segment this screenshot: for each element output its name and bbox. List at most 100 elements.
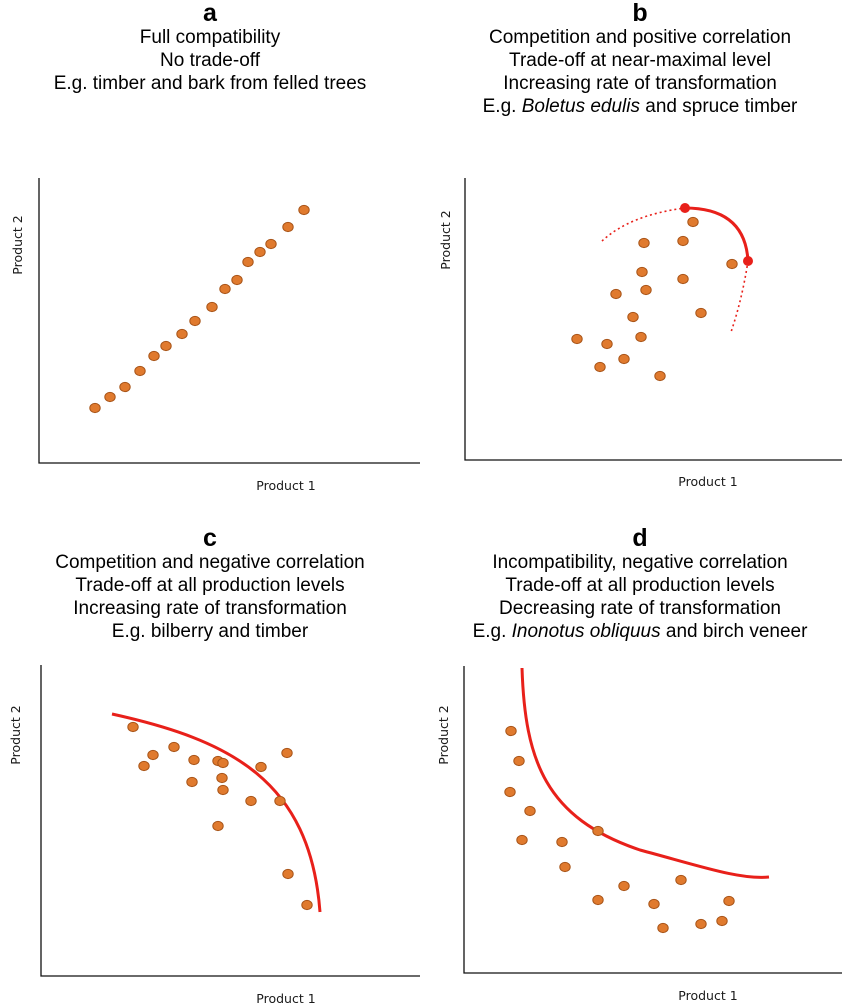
panel-a-plot: Product 2 Product 1 xyxy=(10,178,420,493)
panel-c-data-point xyxy=(127,721,139,733)
panel-d-data-point xyxy=(648,898,660,910)
panel-b-xlabel: Product 1 xyxy=(678,474,737,489)
panel-d-heading: d Incompatibility, negative correlation … xyxy=(440,525,840,643)
panel-d-data-point xyxy=(559,861,571,873)
example-prefix: E.g. xyxy=(482,96,522,117)
panel-caption-line: E.g. timber and bark from felled trees xyxy=(53,73,367,94)
panel-c-data-point xyxy=(168,741,180,753)
panel-a-data-point xyxy=(231,274,243,286)
panel-b-data-point xyxy=(677,235,689,247)
panel-d-axes xyxy=(463,666,842,974)
panel-b-data-point xyxy=(640,284,652,296)
panel-b-data-point xyxy=(571,333,583,345)
panel-b-data-point xyxy=(654,370,666,382)
panel-caption-example: E.g. Inonotus obliquus and birch veneer xyxy=(440,620,840,643)
panel-a-xlabel: Product 1 xyxy=(256,478,315,493)
panel-caption-line: Trade-off at all production levels xyxy=(75,575,345,596)
example-suffix: and spruce timber xyxy=(640,96,798,117)
panel-d-data-point xyxy=(592,825,604,837)
panel-caption-line: Increasing rate of transformation xyxy=(503,73,777,94)
panel-caption-line: E.g. bilberry and timber xyxy=(111,621,309,642)
panel-a-data-point xyxy=(282,221,294,233)
panel-c-data-point xyxy=(274,795,286,807)
panel-caption-line: Increasing rate of transformation xyxy=(73,598,347,619)
panel-d-plot: Product 2 Product 1 xyxy=(436,666,842,1003)
panel-caption-line: Trade-off at near-maximal level xyxy=(509,50,771,71)
panel-letter: d xyxy=(632,524,648,552)
panel-c-frontier-curve xyxy=(111,712,322,913)
panel-c-data-point xyxy=(217,784,229,796)
example-species: Inonotus obliquus xyxy=(511,621,661,642)
panel-caption-line: Full compatibility xyxy=(139,27,281,48)
panel-a-data-point xyxy=(148,350,160,362)
panel-c-heading: c Competition and negative correlation T… xyxy=(10,525,410,643)
panel-b-data-point xyxy=(618,353,630,365)
panel-b-data-point xyxy=(601,338,613,350)
panel-d-data-point xyxy=(513,755,525,767)
panel-b-data-point xyxy=(687,216,699,228)
example-prefix: E.g. xyxy=(472,621,512,642)
panel-d-data-point xyxy=(505,725,517,737)
panel-c-plot: Product 2 Product 1 xyxy=(8,665,420,1006)
panel-b-data-point xyxy=(635,331,647,343)
panel-b-data-point xyxy=(677,273,689,285)
panel-a-data-point xyxy=(265,238,277,250)
panel-c-data-point xyxy=(147,749,159,761)
panel-c-data-point xyxy=(216,772,228,784)
panel-a-axes xyxy=(38,178,420,464)
panel-b-data-point xyxy=(627,311,639,323)
panel-a-data-point xyxy=(104,391,116,403)
panel-d-data-point xyxy=(675,874,687,886)
panel-a-data-point xyxy=(189,315,201,327)
panel-c-data-point xyxy=(255,761,267,773)
panel-c-axes xyxy=(40,665,420,977)
panel-a-data-point xyxy=(89,402,101,414)
panel-a-ylabel: Product 2 xyxy=(10,215,25,274)
panel-a-data-point xyxy=(242,256,254,268)
panel-c-data-point xyxy=(212,820,224,832)
panel-d-points xyxy=(504,725,735,934)
panel-b-data-point xyxy=(695,307,707,319)
panel-letter: b xyxy=(632,0,648,27)
panel-b-data-point xyxy=(726,258,738,270)
panel-d-data-point xyxy=(716,915,728,927)
panel-c-data-point xyxy=(188,754,200,766)
panel-c-ylabel: Product 2 xyxy=(8,705,23,764)
panel-caption-line: No trade-off xyxy=(160,50,260,71)
panel-caption-example: E.g. Boletus edulis and spruce timber xyxy=(440,95,840,118)
panel-letter: a xyxy=(203,0,217,27)
panel-a-data-point xyxy=(298,204,310,216)
example-suffix: and birch veneer xyxy=(660,621,808,642)
panel-b-ylabel: Product 2 xyxy=(438,210,453,269)
panel-a-data-point xyxy=(119,381,131,393)
panel-b-frontier-endpoint xyxy=(743,256,753,266)
panel-b-frontier-curve xyxy=(684,206,750,262)
panel-c-data-point xyxy=(281,747,293,759)
panel-letter: c xyxy=(203,524,217,552)
panel-b-data-point xyxy=(638,237,650,249)
panel-a-data-point xyxy=(160,340,172,352)
panel-c-data-point xyxy=(301,899,313,911)
panel-d-data-point xyxy=(556,836,568,848)
panel-caption-line: Incompatibility, negative correlation xyxy=(492,552,788,573)
panel-b-data-point xyxy=(636,266,648,278)
panel-a-points xyxy=(89,204,310,414)
panel-d-data-point xyxy=(723,895,735,907)
panel-b-data-point xyxy=(594,361,606,373)
panel-caption-line: Competition and positive correlation xyxy=(488,27,792,48)
panel-b-heading: b Competition and positive correlation T… xyxy=(440,0,840,118)
panel-b-frontier-dotted-left xyxy=(601,207,686,242)
panel-c-data-point xyxy=(186,776,198,788)
panel-c-data-point xyxy=(282,868,294,880)
panel-caption-line: Trade-off at all production levels xyxy=(505,575,775,596)
example-species: Boletus edulis xyxy=(521,96,640,117)
panel-d-data-point xyxy=(657,922,669,934)
panel-b-data-point xyxy=(610,288,622,300)
panel-c-points xyxy=(127,721,313,911)
panel-c-xlabel: Product 1 xyxy=(256,991,315,1006)
panel-c-data-point xyxy=(217,757,229,769)
panel-caption-line: Competition and negative correlation xyxy=(55,552,365,573)
panel-b-plot: Product 2 Product 1 xyxy=(438,178,842,489)
panel-a-data-point xyxy=(219,283,231,295)
